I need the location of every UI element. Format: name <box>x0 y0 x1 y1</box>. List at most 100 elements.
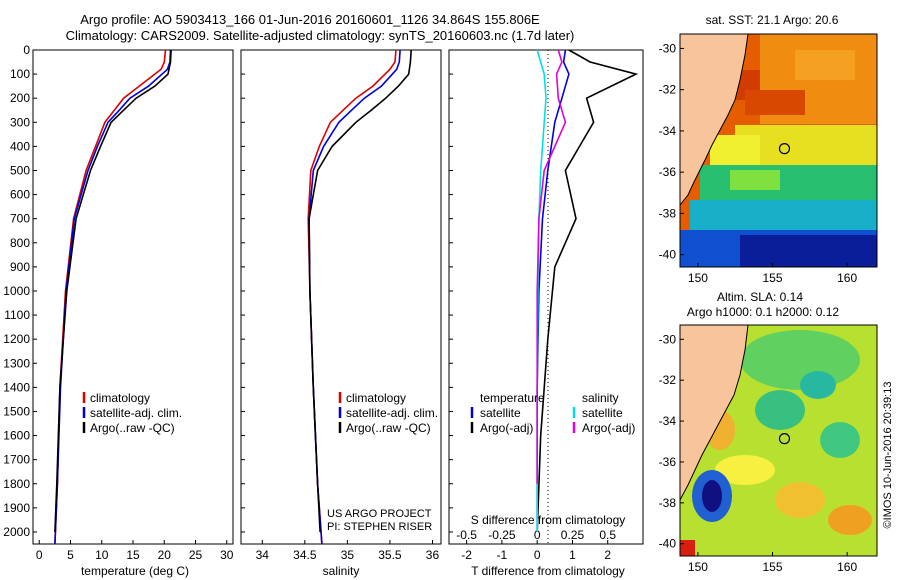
temperature-panel: 0100200300400500600700800900100011001200… <box>3 43 233 578</box>
depth-tick-label: 200 <box>10 91 30 105</box>
x-tick-label: 30 <box>220 548 234 562</box>
sla-map-panel: Altim. SLA: 0.14 Argo h1000: 0.1 h2000: … <box>659 290 878 574</box>
salinity-ticks: 34 34.5 35 35.5 36 <box>256 540 440 562</box>
legend-label: satellite-adj. clim. <box>346 406 438 420</box>
float-position-marker <box>778 143 791 155</box>
depth-tick-label: 1200 <box>3 332 30 346</box>
map-y-tick-label: -30 <box>659 41 677 55</box>
sla-low-patch <box>820 422 860 458</box>
map-x-tick-label: 150 <box>688 271 708 285</box>
sla-low-patch <box>740 330 860 390</box>
series-line-2 <box>308 49 412 533</box>
map-y-tick-label: -38 <box>659 206 677 220</box>
x-tick-label: 0 <box>36 548 43 562</box>
depth-tick-label: 1600 <box>3 429 30 443</box>
sst-deep-blue-band <box>740 235 877 267</box>
depth-tick-label: 1500 <box>3 404 30 418</box>
header-line1: Argo profile: AO 5903413_166 01-Jun-2016… <box>80 12 540 27</box>
map-y-tick-label: -32 <box>659 83 677 97</box>
series-line-2 <box>54 49 172 533</box>
legend-heading: salinity <box>582 391 619 405</box>
legend-label: Argo(..raw -QC) <box>346 421 431 435</box>
map-x-tick-label: 160 <box>837 271 857 285</box>
sla-red-corner <box>680 540 695 556</box>
map-y-tick-label: -34 <box>659 124 677 138</box>
depth-tick-label: 600 <box>10 188 30 202</box>
temperature-axes <box>32 49 234 545</box>
difference-legend: temperaturesatelliteArgo(-adj)salinitysa… <box>470 391 635 435</box>
top-tick-label: -0.25 <box>488 528 516 542</box>
depth-tick-label: 500 <box>10 163 30 177</box>
legend-label: Argo(..raw -QC) <box>90 421 175 435</box>
sst-ticks: 150 155 160 -30 -32 -34 -36 -38 -40 <box>659 41 858 285</box>
sst-cyan-band <box>690 200 877 235</box>
sla-low-patch <box>800 371 836 399</box>
sla-high-patch <box>775 482 825 518</box>
depth-tick-label: 900 <box>10 260 30 274</box>
map-y-tick-label: -36 <box>659 455 677 469</box>
x-tick-label: 5 <box>67 548 74 562</box>
sst-title: sat. SST: 21.1 Argo: 20.6 <box>706 13 839 27</box>
temperature-lines <box>54 49 172 545</box>
t-difference-label: T difference from climatology <box>471 564 625 578</box>
sla-eddy-core <box>702 480 722 512</box>
header-line2: Climatology: CARS2009. Satellite-adjuste… <box>66 28 575 43</box>
depth-tick-label: 300 <box>10 115 30 129</box>
depth-tick-label: 1800 <box>3 477 30 491</box>
legend-label: Argo(-adj) <box>582 421 635 435</box>
map-y-tick-label: -32 <box>659 373 677 387</box>
series-line-3 <box>536 49 567 484</box>
x-tick-label: 25 <box>189 548 203 562</box>
sla-ticks: 150 155 160 -30 -32 -34 -36 -38 -40 <box>659 332 858 574</box>
depth-tick-label: 400 <box>10 139 30 153</box>
legend-heading: temperature <box>480 391 545 405</box>
x-tick-label: -1 <box>497 548 508 562</box>
sla-high-patch <box>715 455 775 485</box>
x-tick-label: 2 <box>604 548 611 562</box>
sst-coastline <box>680 34 749 206</box>
x-tick-label: 36 <box>426 548 440 562</box>
depth-tick-label: 800 <box>10 236 30 250</box>
salinity-panel: 34 34.5 35 35.5 36 climatologysatellite-adj.… <box>240 49 442 578</box>
depth-tick-label: 1900 <box>3 501 30 515</box>
sst-axes <box>679 33 878 268</box>
sla-high-patch <box>828 505 872 535</box>
x-tick-label: 35.5 <box>378 548 402 562</box>
x-tick-label: 0 <box>534 548 541 562</box>
legend-label: climatology <box>346 391 406 405</box>
difference-ticks: -2 -1 0 1 2 <box>461 540 611 562</box>
legend-label: climatology <box>90 391 150 405</box>
series-line-1 <box>536 49 639 533</box>
sst-warm-patch <box>795 50 855 80</box>
salinity-depth-ticks <box>241 49 245 533</box>
difference-axes <box>448 49 644 545</box>
sla-title-line1: Altim. SLA: 0.14 <box>717 290 803 304</box>
depth-tick-label: 1400 <box>3 380 30 394</box>
pi-credit: PI: STEPHEN RISER <box>327 521 432 533</box>
legend-label: satellite <box>582 406 623 420</box>
salinity-difference-ticks: -0.5 -0.25 0 0.25 0.5 <box>456 528 616 542</box>
map-y-tick-label: -34 <box>659 414 677 428</box>
top-tick-label: 0.25 <box>561 528 585 542</box>
salinity-lines <box>307 49 412 545</box>
map-y-tick-label: -40 <box>659 248 677 262</box>
depth-tick-label: 2000 <box>3 525 30 539</box>
top-tick-label: -0.5 <box>456 528 477 542</box>
x-tick-label: 34 <box>256 548 270 562</box>
sst-green-band <box>730 170 780 190</box>
temperature-xlabel: temperature (deg C) <box>81 564 189 578</box>
map-y-tick-label: -40 <box>659 537 677 551</box>
x-tick-label: -2 <box>461 548 472 562</box>
top-tick-label: 0.5 <box>599 528 616 542</box>
depth-tick-label: 100 <box>10 67 30 81</box>
s-difference-label: S difference from climatology <box>471 513 626 527</box>
map-x-tick-label: 160 <box>837 560 857 574</box>
top-tick-label: 0 <box>534 528 541 542</box>
sst-hot-patch <box>745 90 805 115</box>
sla-title-line2: Argo h1000: 0.1 h2000: 0.12 <box>687 305 839 319</box>
depth-tick-label: 1100 <box>4 308 30 322</box>
depth-tick-label: 0 <box>23 43 30 57</box>
sla-low-patch <box>755 390 805 430</box>
legend-label: satellite-adj. clim. <box>90 406 182 420</box>
